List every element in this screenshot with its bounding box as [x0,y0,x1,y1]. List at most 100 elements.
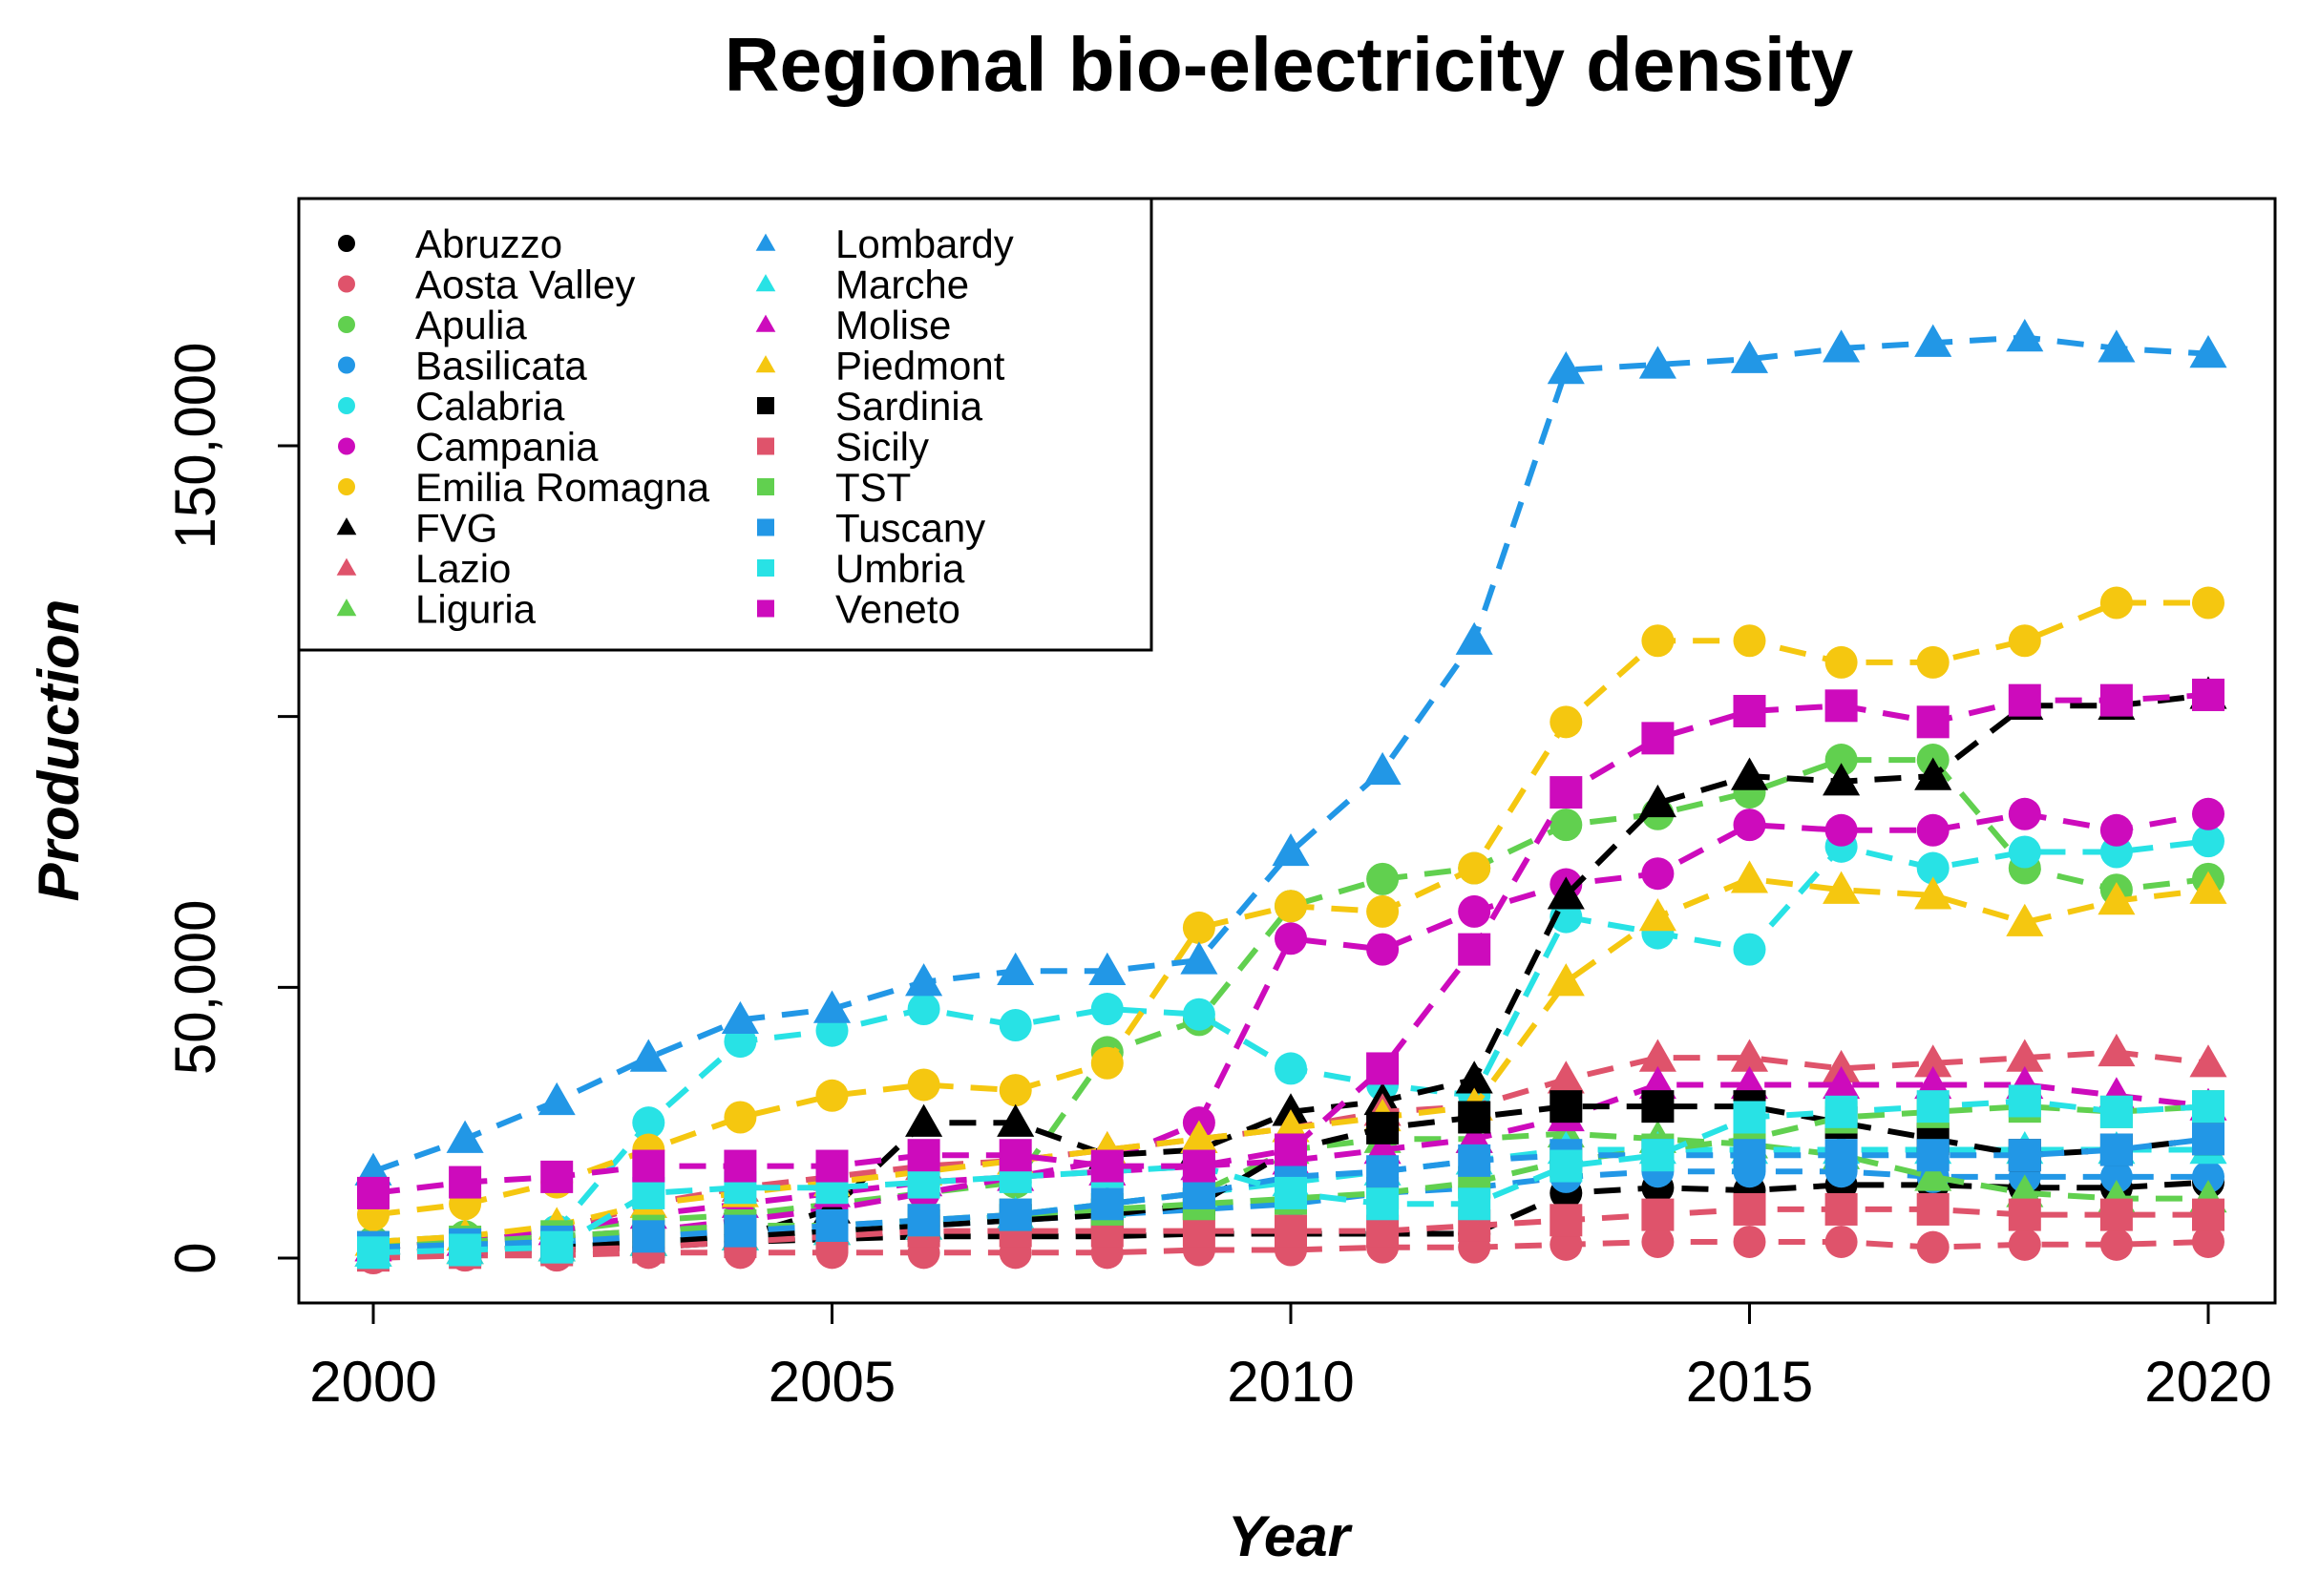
legend-label: Umbria [835,546,965,591]
data-point-veneto [1550,776,1583,809]
data-point-emilia-romagna [724,1101,757,1134]
data-point-lombardy [997,952,1035,985]
legend-label: Marche [835,262,969,307]
data-point-umbria [1733,1101,1766,1134]
legend-marker-piedmont [755,355,776,373]
legend-item-marche: Marche [755,262,969,307]
data-point-campania [2192,797,2224,830]
data-point-sicily [1733,1192,1766,1226]
data-point-tuscany [999,1198,1032,1231]
data-point-lombardy [1638,346,1676,379]
data-point-veneto [2008,683,2041,717]
data-point-sicily [1641,1198,1675,1231]
legend-item-emilia-romagna: Emilia Romagna [338,465,710,510]
series-layer [354,318,2227,1274]
legend-marker-calabria [338,397,355,414]
data-point-lombardy [446,1120,484,1153]
data-point-umbria [1550,1149,1583,1183]
data-point-veneto [357,1176,390,1209]
series-line-campania [372,810,2209,1250]
data-point-campania [1916,813,1950,847]
data-point-piedmont [2189,871,2227,904]
series-line-tst [372,1103,2209,1250]
data-point-calabria [907,993,940,1026]
data-point-tuscany [1916,1139,1950,1172]
data-point-molise [1823,1065,1861,1100]
legend-item-molise: Molise [755,303,951,347]
data-point-umbria [1916,1090,1950,1124]
data-point-lombardy [905,963,943,997]
legend-marker-abruzzo [338,235,355,252]
data-point-fvg [1823,763,1861,796]
series-umbria [357,1084,2224,1270]
data-point-tuscany [815,1208,849,1242]
data-point-lombardy [1455,621,1493,655]
legend-label: TST [835,465,911,510]
data-point-lombardy [1914,324,1952,357]
x-axis-label: Year [1228,1504,1354,1568]
data-point-veneto [999,1139,1032,1172]
data-point-aosta-valley [1641,1225,1675,1258]
data-point-veneto [815,1149,849,1183]
data-point-campania [1275,922,1307,956]
data-point-emilia-romagna [2099,586,2133,620]
data-point-veneto [1366,1052,1400,1085]
data-point-veneto [2192,678,2224,711]
data-point-piedmont [1638,898,1676,932]
data-point-calabria [1275,1052,1307,1085]
legend-marker-liguria [336,598,357,617]
legend-label: Basilicata [415,344,587,388]
data-point-lombardy [1363,751,1402,786]
data-point-sicily [1550,1204,1583,1237]
data-point-fvg [1455,1060,1493,1094]
legend-marker-apulia [338,316,355,333]
legend-label: Emilia Romagna [415,465,710,510]
series-line-abruzzo [373,1179,2209,1253]
data-point-emilia-romagna [1916,645,1950,679]
data-point-lombardy [538,1082,576,1116]
data-point-calabria [1916,851,1950,885]
data-point-tuscany [1366,1155,1400,1188]
legend-marker-tuscany [757,518,774,536]
data-point-emilia-romagna [1733,624,1766,658]
legend-marker-marche [755,274,776,292]
data-point-umbria [907,1166,940,1199]
data-point-umbria [1824,1095,1858,1128]
legend-item-calabria: Calabria [338,384,565,429]
data-point-lazio [2189,1044,2227,1078]
data-point-piedmont [2006,903,2044,936]
data-point-lombardy [1180,941,1218,975]
legend-label: Calabria [415,384,565,429]
legend-label: Sardinia [835,384,983,429]
chart-title: Regional bio-electricity density [725,22,1854,107]
data-point-umbria [449,1233,482,1267]
data-point-veneto [632,1149,665,1183]
data-point-lombardy [1088,952,1127,985]
data-point-umbria [1366,1187,1400,1221]
legend-marker-molise [755,314,776,332]
data-point-umbria [1275,1176,1307,1209]
data-point-sardinia [1641,1090,1675,1124]
data-point-aosta-valley [2192,1225,2224,1258]
legend-marker-lombardy [755,233,776,251]
data-point-lombardy [2189,335,2227,368]
data-point-veneto [1916,705,1950,739]
data-point-campania [1366,933,1400,966]
data-point-calabria [2192,825,2224,858]
data-point-campania [1641,857,1675,891]
data-point-tuscany [907,1204,940,1237]
data-point-liguria [1914,1158,1952,1191]
series-veneto [357,678,2224,1209]
legend-item-umbria: Umbria [757,546,965,591]
legend-item-lazio: Lazio [336,546,511,591]
data-point-campania [1824,813,1858,847]
x-axis: 2000 2005 2010 2015 2020 [309,1301,2272,1414]
data-point-fvg [1638,784,1676,818]
data-point-veneto [540,1160,574,1193]
legend-marker-tst [757,478,774,495]
data-point-calabria [1733,933,1766,966]
data-point-tuscany [1733,1139,1766,1172]
data-point-aosta-valley [1550,1228,1583,1261]
data-point-aosta-valley [1824,1225,1858,1258]
